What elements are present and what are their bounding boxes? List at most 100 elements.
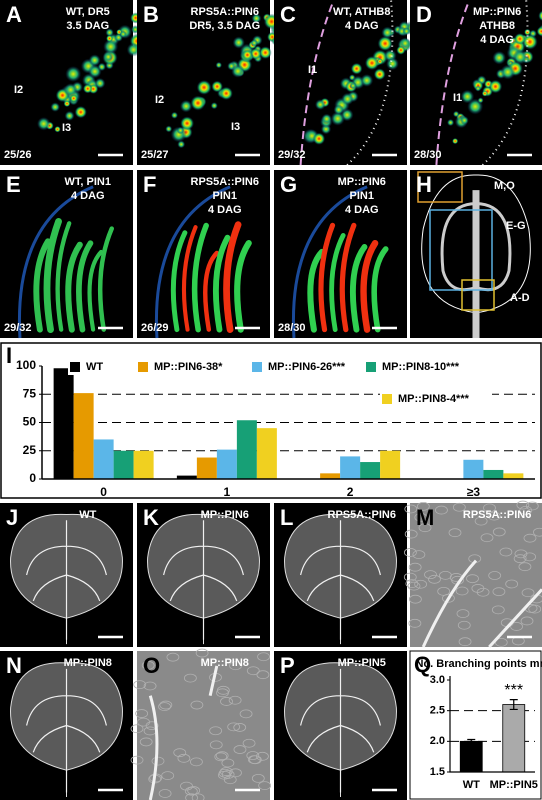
cell-texture (133, 680, 147, 690)
cell-texture (143, 681, 157, 691)
cell-signal (522, 34, 538, 50)
primordium-label: I3 (231, 121, 240, 133)
legend-swatch (382, 394, 392, 404)
cell-signal (360, 74, 374, 87)
region-box (417, 171, 463, 203)
cell-signal (538, 10, 542, 22)
cell-texture (251, 773, 265, 783)
panel-letter: E (6, 172, 21, 197)
cell-texture (135, 709, 149, 718)
cell-texture (412, 550, 426, 560)
cell-texture (166, 652, 180, 662)
panel-label: MP::PIN6 (201, 509, 249, 521)
cell-signal (386, 57, 399, 71)
cell-texture (521, 588, 535, 598)
cell-texture (407, 581, 421, 591)
cell-texture (518, 562, 532, 572)
cell-texture (408, 618, 422, 628)
cell-texture (229, 661, 242, 671)
panel-label: ATHB8 (479, 20, 515, 32)
cell-signal (477, 97, 484, 104)
legend-swatch (70, 362, 80, 372)
region-box (461, 279, 495, 311)
legend-bg (250, 359, 362, 375)
cell-texture (513, 554, 527, 564)
cell-texture (416, 501, 430, 511)
cell-signal (312, 132, 326, 145)
cell-signal (106, 34, 114, 43)
primordium-label: I2 (155, 94, 164, 106)
cell-texture (523, 552, 537, 562)
panel: N MP::PIN8 (0, 651, 133, 800)
cell-signal (196, 80, 212, 95)
panel-label: RPS5A::PIN6 (191, 176, 259, 188)
panel-label: 4 DAG (71, 190, 105, 202)
cell-signal (373, 68, 386, 81)
bar (503, 473, 524, 479)
cell-signal (377, 35, 393, 52)
cell-texture (246, 666, 260, 676)
cell-texture (488, 571, 502, 580)
sample-count: 29/32 (4, 322, 32, 334)
x-tick-label: WT (463, 779, 480, 791)
panel-label: MP::PIN8 (201, 657, 249, 669)
cell-texture (246, 751, 260, 760)
cell-texture (256, 751, 269, 761)
region-label: A-D (510, 292, 530, 304)
leaf-outline (346, 0, 394, 166)
legend-swatch (138, 362, 148, 372)
cell-signal (492, 50, 506, 65)
cell-texture (141, 660, 155, 670)
cell-texture (130, 755, 144, 765)
region-label: E-G (506, 220, 526, 232)
panel-letter: L (280, 505, 293, 530)
axes (449, 676, 535, 773)
cell-texture (248, 755, 262, 765)
sample-count: 28/30 (278, 322, 306, 334)
cell-texture (180, 781, 193, 791)
vein-signal (170, 230, 188, 333)
cell-texture (437, 586, 451, 596)
panel-image (137, 170, 270, 338)
cell-texture (256, 670, 270, 680)
x-tick-label: 2 (347, 485, 354, 499)
primordium-label: I3 (62, 122, 71, 134)
bar (502, 704, 526, 773)
cell-signal (364, 55, 380, 71)
cell-texture (184, 786, 198, 796)
panel-label: RPS5A::PIN6 (191, 6, 259, 18)
sample-count: 25/27 (141, 149, 169, 161)
vein-signal (307, 248, 325, 333)
panel: A WT, DR5 3.5 DAG 25/26 I2 I3 (0, 0, 145, 165)
panel-letter: A (6, 2, 22, 27)
legend-swatch (366, 362, 376, 372)
panel-label: MP::PIN6 (473, 6, 521, 18)
cell-signal (349, 82, 357, 90)
panel-label: RPS5A::PIN6 (328, 509, 396, 521)
leaf-diagram (421, 174, 531, 338)
primordium-label: I1 (308, 64, 317, 76)
cell-texture (177, 753, 191, 763)
cell-signal (514, 33, 526, 45)
panel-label: MP::PIN8 (64, 657, 112, 669)
cell-texture (510, 622, 523, 631)
panel-label: 4 DAG (208, 204, 242, 216)
bar (53, 368, 74, 479)
cell-texture (480, 533, 494, 543)
panel-letter: B (143, 2, 159, 27)
legend-label: MP::PIN6-38* (154, 361, 223, 373)
bar (340, 456, 361, 479)
cell-texture (487, 511, 501, 521)
cell-texture (191, 793, 205, 800)
legend-label: MP::PIN8-10*** (382, 361, 460, 373)
cell-signal (170, 111, 179, 119)
panel-label: 4 DAG (345, 20, 379, 32)
cell-texture (483, 503, 496, 513)
cell-texture (139, 737, 153, 747)
cell-texture (161, 771, 175, 781)
cell-signal (190, 95, 206, 111)
bar (459, 740, 483, 773)
